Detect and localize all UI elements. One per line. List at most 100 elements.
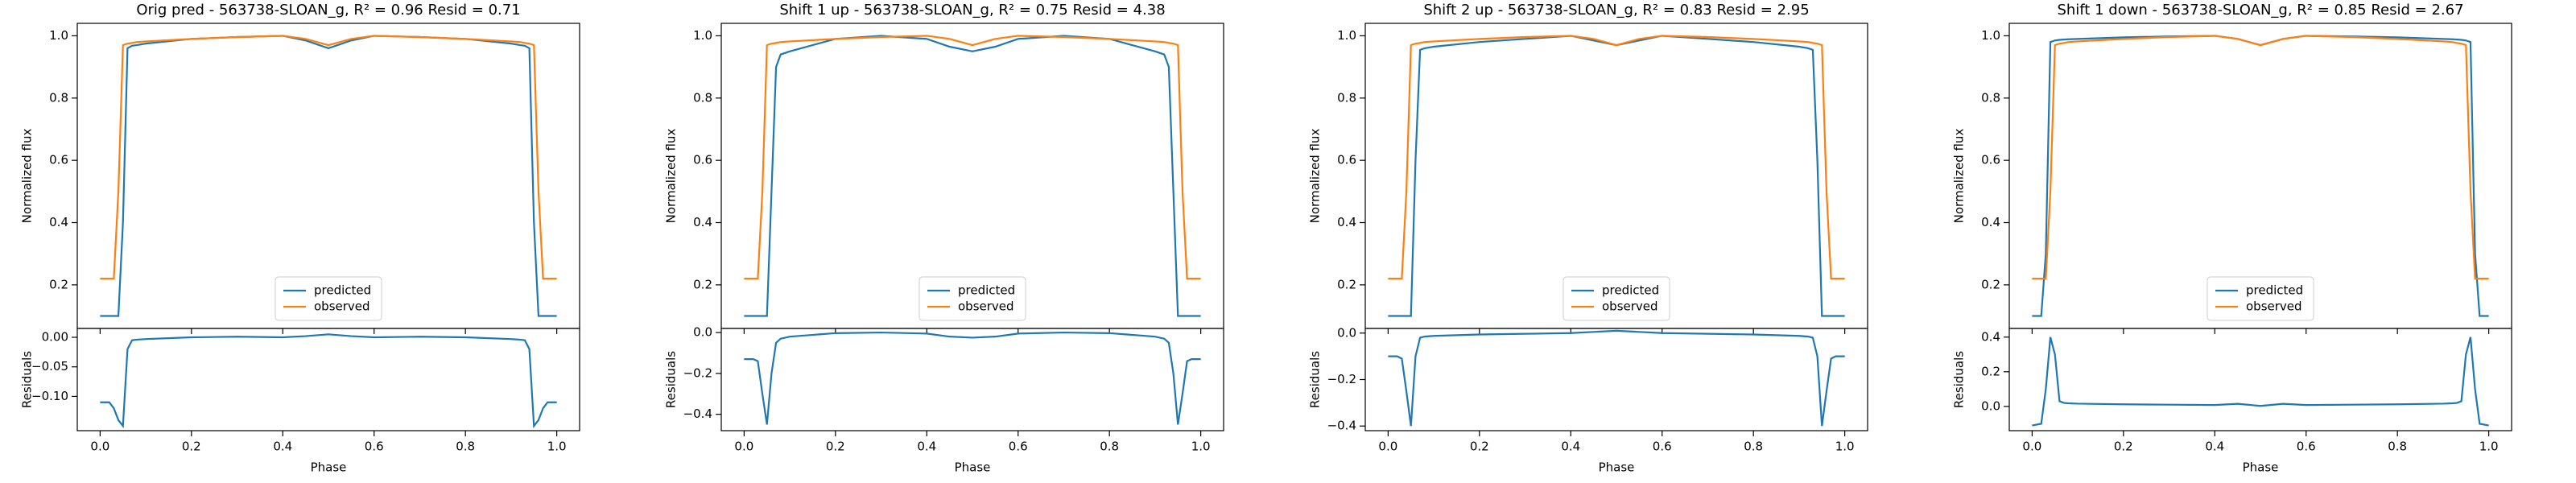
y-tick-label: 1.0: [49, 28, 68, 43]
y-tick-label: 0.0: [693, 325, 712, 340]
x-tick-label: 0.0: [1378, 440, 1397, 454]
y-tick-label: 0.2: [1981, 364, 2000, 378]
y-tick-label: 0.4: [1981, 329, 2000, 344]
series-line: [1388, 35, 1845, 280]
y-axis-label: Normalized flux: [664, 129, 679, 224]
x-tick-label: 0.8: [1744, 440, 1763, 454]
y-tick-label: 0.8: [49, 90, 68, 105]
axes-frame: [1364, 328, 1868, 431]
axes-frame: [2008, 328, 2512, 431]
chart-title: Shift 1 down - 563738-SLOAN_g, R² = 0.85…: [2057, 2, 2463, 19]
legend-label: predicted: [2246, 283, 2303, 298]
legend-label: observed: [314, 299, 370, 314]
series-line: [744, 331, 1201, 425]
y-axis-label: Normalized flux: [1952, 129, 1967, 224]
x-tick-label: 1.0: [547, 440, 567, 454]
y-axis-label: Residuals: [1308, 351, 1323, 408]
legend-box: [2207, 276, 2314, 321]
chart-title: Shift 2 up - 563738-SLOAN_g, R² = 0.83 R…: [1423, 2, 1809, 19]
chart-title: Shift 1 up - 563738-SLOAN_g, R² = 0.75 R…: [779, 2, 1165, 19]
y-tick-label: 0.6: [49, 153, 68, 167]
x-tick-label: 1.0: [1835, 440, 1855, 454]
x-tick-label: 0.4: [917, 440, 936, 454]
y-tick-label: 0.2: [49, 277, 68, 291]
legend-label: observed: [2246, 299, 2302, 314]
y-axis-label: Normalized flux: [20, 129, 35, 224]
chart-title: Orig pred - 563738-SLOAN_g, R² = 0.96 Re…: [136, 2, 520, 19]
y-tick-label: 1.0: [693, 28, 712, 43]
x-tick-label: 0.2: [1470, 440, 1489, 454]
y-tick-label: 0.6: [1337, 153, 1356, 167]
series-line: [100, 35, 557, 280]
x-tick-label: 0.6: [1009, 440, 1028, 454]
x-tick-label: 0.0: [734, 440, 753, 454]
y-tick-label: −0.2: [1327, 372, 1356, 386]
y-tick-label: 1.0: [1337, 28, 1356, 43]
x-axis-label: Phase: [1599, 460, 1635, 475]
x-axis-label: Phase: [311, 460, 347, 475]
x-tick-label: 1.0: [2479, 440, 2499, 454]
series-line: [100, 35, 557, 317]
series-line: [1388, 329, 1845, 427]
y-tick-label: 0.6: [1981, 153, 2000, 167]
y-axis-label: Residuals: [664, 351, 679, 408]
y-tick-label: −0.10: [31, 389, 68, 403]
legend-label: predicted: [1602, 283, 1659, 298]
y-tick-label: 0.8: [1981, 90, 2000, 105]
legend-box: [1563, 276, 1670, 321]
axes-frame: [76, 328, 580, 431]
series-line: [744, 35, 1201, 280]
x-tick-label: 0.8: [1100, 440, 1119, 454]
y-tick-label: 0.6: [693, 153, 712, 167]
y-tick-label: 0.4: [693, 215, 712, 229]
axes-frame: [720, 328, 1224, 431]
legend-label: predicted: [314, 283, 371, 298]
y-tick-label: 0.2: [1981, 277, 2000, 291]
y-tick-label: 1.0: [1981, 28, 2000, 43]
x-tick-label: 0.0: [90, 440, 109, 454]
y-tick-label: 0.0: [1981, 398, 2000, 413]
y-tick-label: 0.2: [693, 277, 712, 291]
legend-box: [275, 276, 382, 321]
legend-label: observed: [1602, 299, 1658, 314]
y-tick-label: −0.2: [683, 365, 712, 380]
x-tick-label: 0.8: [456, 440, 475, 454]
y-tick-label: 0.4: [1981, 215, 2000, 229]
series-line: [1388, 35, 1845, 317]
x-tick-label: 0.2: [826, 440, 845, 454]
y-tick-label: 0.8: [1337, 90, 1356, 105]
y-tick-label: 0.00: [42, 330, 68, 345]
x-tick-label: 0.2: [2114, 440, 2133, 454]
series-line: [100, 333, 557, 429]
series-line: [2032, 35, 2489, 317]
x-tick-label: 0.4: [1561, 440, 1580, 454]
y-axis-label: Normalized flux: [1308, 129, 1323, 224]
series-line: [2032, 35, 2489, 280]
x-tick-label: 0.8: [2388, 440, 2407, 454]
y-tick-label: 0.4: [49, 215, 68, 229]
legend-box: [919, 276, 1026, 321]
legend-label: observed: [958, 299, 1014, 314]
x-axis-label: Phase: [2243, 460, 2279, 475]
y-tick-label: 0.4: [1337, 215, 1356, 229]
x-tick-label: 0.4: [273, 440, 292, 454]
x-tick-label: 0.6: [2297, 440, 2316, 454]
y-axis-label: Residuals: [1952, 351, 1967, 408]
y-tick-label: 0.8: [693, 90, 712, 105]
series-line: [2032, 336, 2489, 427]
x-tick-label: 0.6: [1653, 440, 1672, 454]
y-tick-label: 0.0: [1337, 325, 1356, 340]
series-line: [744, 35, 1201, 317]
x-tick-label: 0.4: [2205, 440, 2224, 454]
y-tick-label: −0.4: [1327, 419, 1356, 433]
y-tick-label: 0.2: [1337, 277, 1356, 291]
y-axis-label: Residuals: [20, 351, 35, 408]
x-axis-label: Phase: [955, 460, 991, 475]
y-tick-label: −0.4: [683, 407, 712, 421]
y-tick-label: −0.05: [31, 359, 68, 374]
legend-label: predicted: [958, 283, 1015, 298]
x-tick-label: 0.0: [2022, 440, 2041, 454]
x-tick-label: 1.0: [1191, 440, 1211, 454]
x-tick-label: 0.2: [182, 440, 201, 454]
